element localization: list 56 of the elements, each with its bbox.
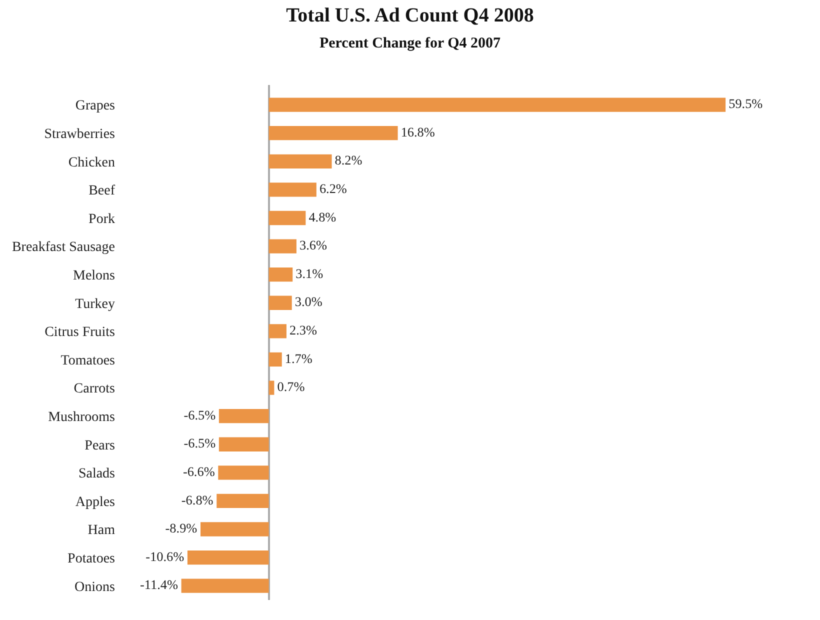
y-tick-label: Mushrooms xyxy=(48,410,115,425)
bar xyxy=(187,550,269,565)
bar xyxy=(268,182,316,197)
y-tick-label: Pears xyxy=(84,438,115,454)
bar xyxy=(268,210,306,226)
y-tick-label: Ham xyxy=(88,523,116,538)
y-tick-label: Chicken xyxy=(68,155,115,170)
bar xyxy=(218,437,269,452)
data-label: 8.2% xyxy=(334,152,362,168)
y-tick-label: Tomatoes xyxy=(60,353,115,368)
bar xyxy=(268,126,398,140)
y-tick-label: Pork xyxy=(88,212,115,227)
data-label: 3.6% xyxy=(299,238,327,253)
bar xyxy=(268,296,292,310)
y-tick-label: Grapes xyxy=(75,98,115,114)
bar xyxy=(200,522,269,536)
data-label: 1.7% xyxy=(284,350,312,366)
y-tick-label: Strawberries xyxy=(44,127,115,142)
y-tick-label: Onions xyxy=(74,580,115,595)
data-label: 4.8% xyxy=(308,209,336,224)
data-label: -6.6% xyxy=(182,464,215,479)
data-label: 6.2% xyxy=(319,180,347,196)
y-tick-label: Potatoes xyxy=(68,551,115,566)
bar xyxy=(268,380,274,395)
data-label: 59.5% xyxy=(728,96,763,112)
chart-subtitle: Percent Change for Q4 2007 xyxy=(319,36,502,52)
data-label: 3.1% xyxy=(296,266,324,281)
bar xyxy=(268,98,726,112)
data-label: -6.5% xyxy=(184,407,216,422)
y-tick-label: Breakfast Sausage xyxy=(12,240,115,256)
data-label: -11.4% xyxy=(140,577,178,592)
data-label: -8.9% xyxy=(165,520,198,536)
data-label: 3.0% xyxy=(294,294,322,310)
y-tick-label: Salads xyxy=(78,466,115,482)
data-label: -6.5% xyxy=(184,436,216,451)
data-label: 2.3% xyxy=(289,322,317,338)
data-label: 0.7% xyxy=(277,379,305,394)
bar xyxy=(268,154,332,168)
bar xyxy=(268,324,286,338)
y-tick-label: Apples xyxy=(75,494,115,510)
chart-title: Total U.S. Ad Count Q4 2008 xyxy=(286,4,534,27)
data-label: -10.6% xyxy=(146,548,184,564)
data-label: 16.8% xyxy=(400,124,435,140)
y-tick-label: Beef xyxy=(88,184,116,199)
y-tick-label: Carrots xyxy=(74,382,115,397)
data-label: -6.8% xyxy=(181,492,214,508)
bar xyxy=(268,268,293,282)
bar xyxy=(218,409,269,424)
y-tick-label: Citrus Fruits xyxy=(44,325,115,340)
bar xyxy=(216,494,269,508)
bar xyxy=(218,466,269,480)
y-tick-label: Turkey xyxy=(75,296,115,312)
bar xyxy=(268,239,296,254)
bar xyxy=(181,578,269,593)
bar xyxy=(268,352,282,367)
y-tick-label: Melons xyxy=(73,268,115,284)
